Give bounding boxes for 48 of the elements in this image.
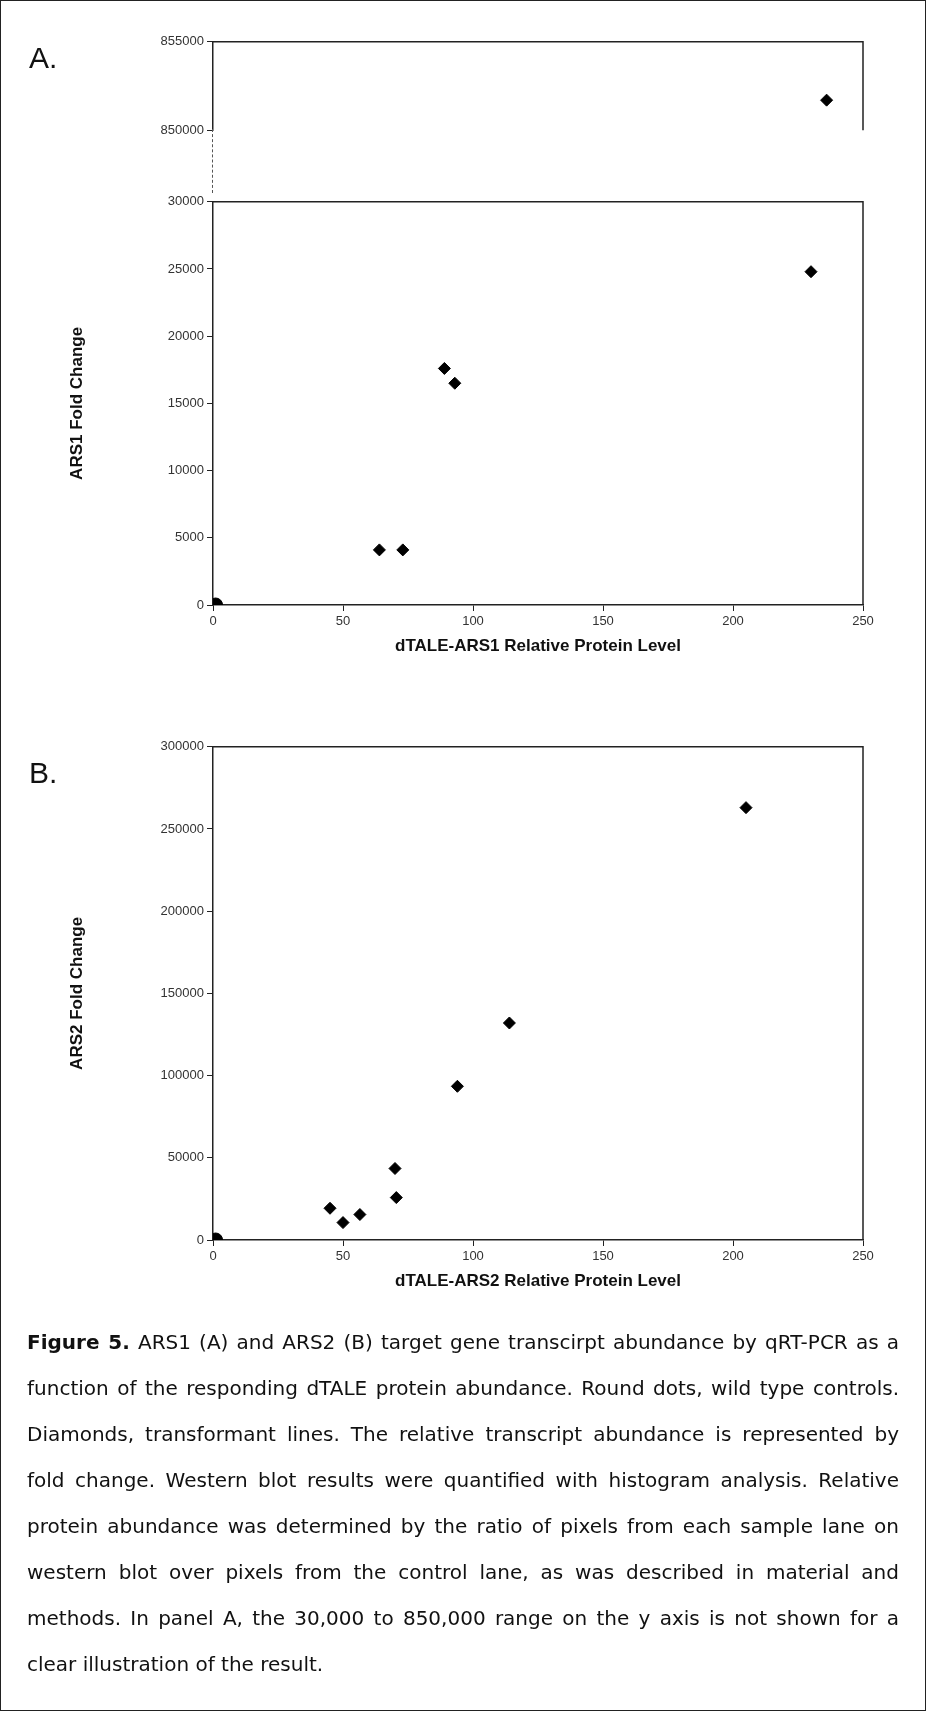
x-tick-label: 250 xyxy=(852,1248,874,1264)
point xyxy=(372,543,386,557)
point xyxy=(353,1208,367,1222)
y-tick-label: 200000 xyxy=(160,902,204,918)
point xyxy=(448,376,462,390)
y-tick-label: 10000 xyxy=(167,462,204,478)
text: Figure 5. xyxy=(27,1330,130,1354)
point xyxy=(388,1161,402,1175)
chart-title: A. xyxy=(29,41,58,75)
y-tick-label: 0 xyxy=(196,596,204,612)
x-tick-label: 150 xyxy=(592,613,614,629)
point xyxy=(323,1201,337,1215)
x-tick-label: 50 xyxy=(335,1248,351,1264)
point xyxy=(804,265,818,279)
x-tick-label: 150 xyxy=(592,1248,614,1264)
point xyxy=(396,543,410,557)
point xyxy=(739,801,753,815)
x-tick-label: 0 xyxy=(209,613,217,629)
x-tick-label: 200 xyxy=(722,613,744,629)
y-tick-label: 15000 xyxy=(167,394,204,410)
x-tick-label: 100 xyxy=(462,1248,484,1264)
y-tick-label: 100000 xyxy=(160,1067,204,1083)
point xyxy=(389,1191,403,1205)
chart-title: B. xyxy=(29,756,58,790)
y-tick-label: 0 xyxy=(196,1231,204,1247)
y-tick-label: 5000 xyxy=(175,529,204,545)
y-tick-label: 250000 xyxy=(160,820,204,836)
y-axis-title: ARS2 Fold Change xyxy=(66,916,86,1070)
x-axis-title: dTALE-ARS1 Relative Protein Level xyxy=(395,636,681,656)
x-tick-label: 250 xyxy=(852,613,874,629)
point xyxy=(437,361,451,375)
y-tick-label: 150000 xyxy=(160,984,204,1000)
point xyxy=(450,1079,464,1093)
x-tick-label: 0 xyxy=(209,1248,217,1264)
x-tick-label: 200 xyxy=(722,1248,744,1264)
y-tick-label: 50000 xyxy=(167,1149,204,1165)
y-tick-label: 300000 xyxy=(160,738,204,754)
y-tick-label: 25000 xyxy=(167,260,204,276)
x-axis-title: dTALE-ARS2 Relative Protein Level xyxy=(395,1271,681,1291)
y-axis-title: ARS1 Fold Change xyxy=(66,326,86,480)
point xyxy=(502,1016,516,1030)
y-tick-label: 20000 xyxy=(167,327,204,343)
y-tick-label: 850000 xyxy=(160,121,204,137)
y-tick-label: 855000 xyxy=(160,33,204,49)
x-tick-label: 50 xyxy=(335,613,351,629)
x-tick-label: 100 xyxy=(462,613,484,629)
y-tick-label: 30000 xyxy=(167,193,204,209)
point xyxy=(336,1216,350,1230)
